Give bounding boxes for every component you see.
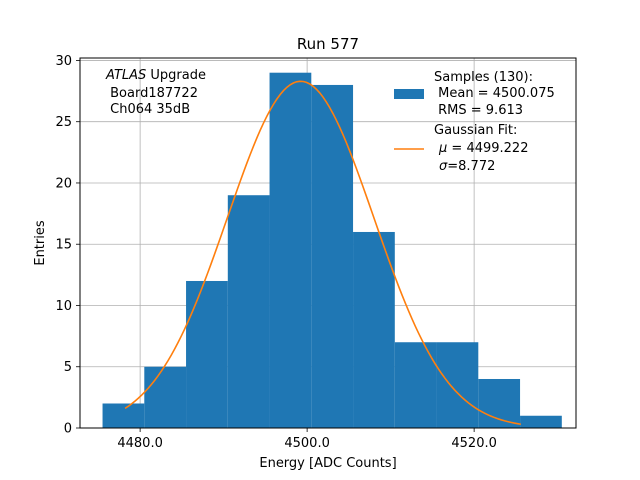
y-tick-label: 10 bbox=[55, 299, 72, 314]
histogram-bar bbox=[269, 72, 312, 428]
histogram-bar bbox=[227, 195, 270, 428]
mu-symbol: μ bbox=[438, 141, 447, 156]
legend-fit-title: Gaussian Fit: bbox=[434, 123, 517, 138]
histogram-bar bbox=[394, 342, 437, 428]
x-tick-label: 4480.0 bbox=[117, 436, 163, 451]
sigma-value: =8.772 bbox=[447, 159, 495, 174]
annotation-channel: Ch064 35dB bbox=[106, 102, 190, 117]
plot-frame bbox=[79, 57, 577, 429]
histogram-bar bbox=[102, 403, 145, 428]
legend-samples-rms: RMS = 9.613 bbox=[434, 103, 523, 118]
sigma-symbol: σ bbox=[439, 159, 448, 174]
y-tick-label: 5 bbox=[64, 360, 72, 375]
y-tick-label: 0 bbox=[64, 422, 72, 437]
x-axis-ticks: 4480.0 4500.0 4520.0 bbox=[117, 428, 497, 451]
x-axis-label: Energy [ADC Counts] bbox=[259, 456, 396, 471]
mu-value: = 4499.222 bbox=[447, 141, 528, 156]
y-axis-label: Entries bbox=[33, 220, 48, 266]
y-tick-label: 20 bbox=[55, 176, 72, 191]
y-tick-label: 15 bbox=[55, 238, 72, 253]
annotation-line-1: ATLAS Upgrade bbox=[105, 68, 206, 83]
histogram-bar bbox=[144, 366, 187, 428]
y-tick-label: 25 bbox=[55, 115, 72, 130]
legend-fit-mu: μ = 4499.222 bbox=[438, 141, 528, 156]
histogram-bar bbox=[478, 378, 521, 428]
gaussian-fit-curve bbox=[124, 80, 522, 426]
legend: Samples (130): Mean = 4500.075 RMS = 9.6… bbox=[394, 70, 555, 174]
y-tick-label: 30 bbox=[55, 54, 72, 69]
legend-samples-mean: Mean = 4500.075 bbox=[434, 86, 555, 101]
annotation-board: Board187722 bbox=[106, 86, 198, 101]
legend-samples-title: Samples (130): bbox=[434, 70, 533, 85]
histogram-bar bbox=[311, 84, 354, 428]
legend-samples-swatch bbox=[394, 89, 424, 99]
x-tick-label: 4500.0 bbox=[284, 436, 330, 451]
histogram-bar bbox=[186, 280, 228, 428]
legend-fit-sigma: σ=8.772 bbox=[439, 159, 495, 174]
chart-title: Run 577 bbox=[297, 35, 359, 53]
y-axis-ticks: 0 5 10 15 20 25 30 bbox=[55, 54, 80, 437]
histogram-bar bbox=[436, 342, 479, 428]
atlas-label: ATLAS bbox=[105, 68, 146, 83]
histogram-bar bbox=[353, 231, 395, 428]
x-tick-label: 4520.0 bbox=[451, 436, 497, 451]
run-annotation: ATLAS Upgrade Board187722 Ch064 35dB bbox=[105, 68, 206, 117]
gaussian-fit bbox=[124, 80, 522, 426]
histogram-bar bbox=[520, 415, 562, 428]
upgrade-label: Upgrade bbox=[146, 68, 206, 83]
